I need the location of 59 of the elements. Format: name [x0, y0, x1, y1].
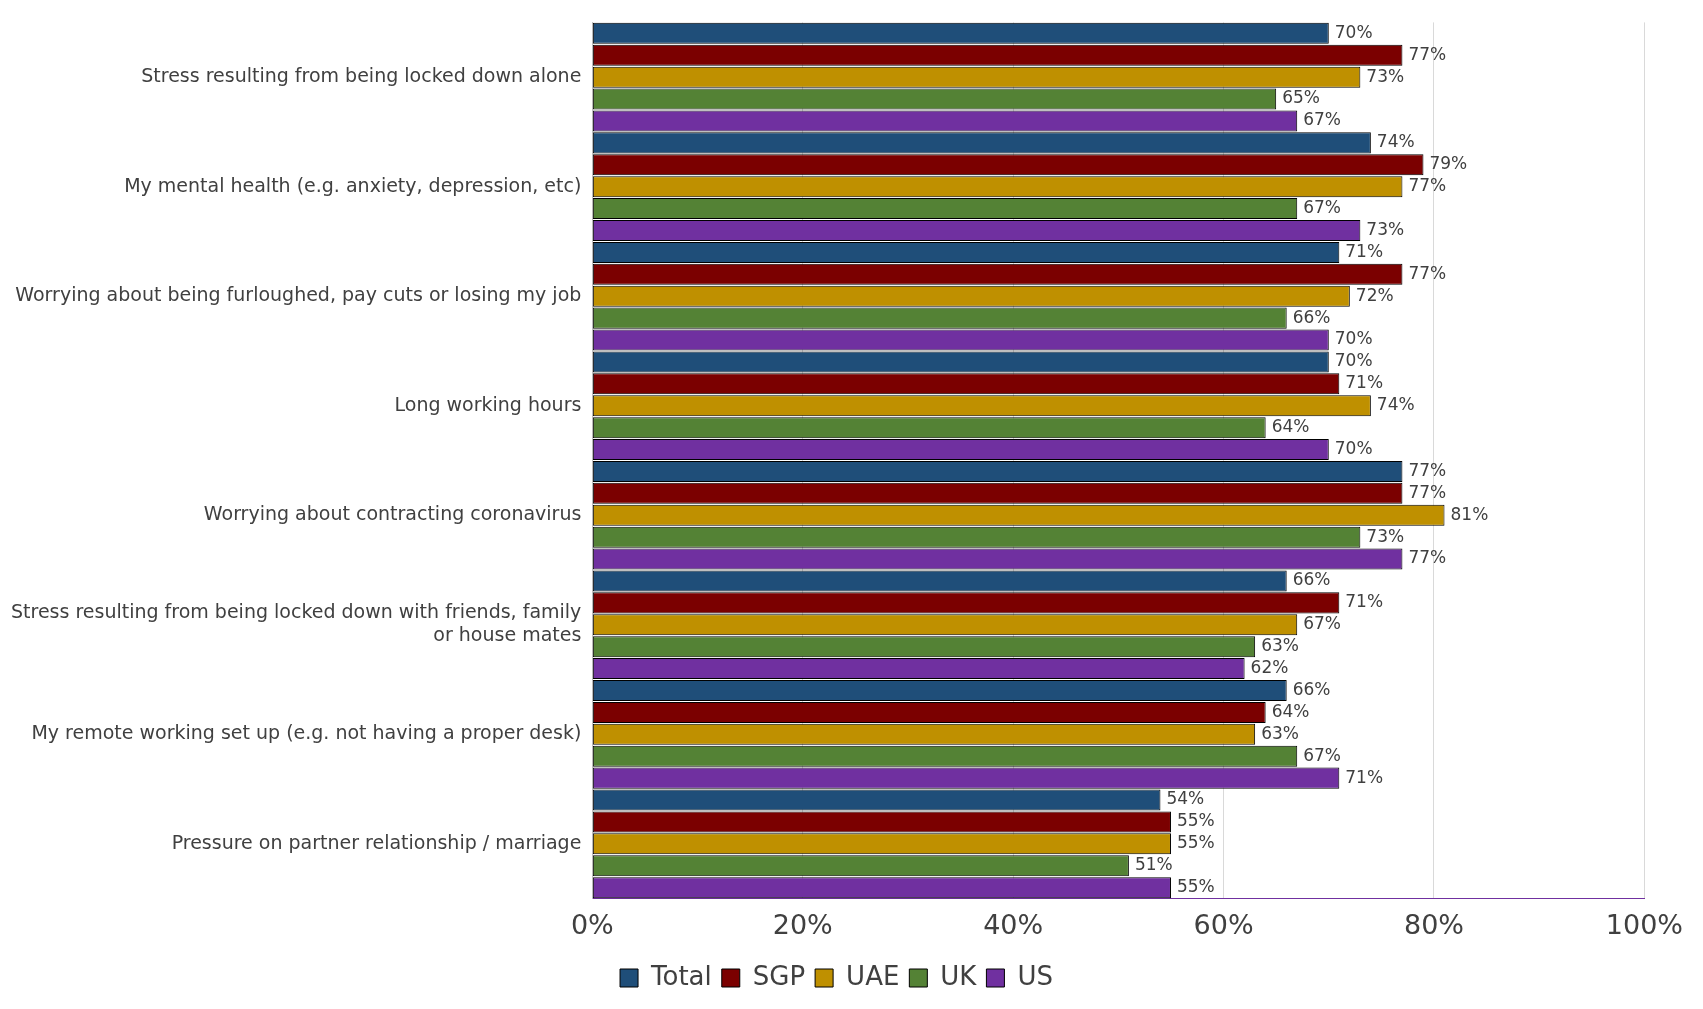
legend-label: SGP [752, 960, 806, 991]
data-label: 77% [1408, 481, 1447, 502]
data-label: 73% [1366, 65, 1405, 86]
data-label: 77% [1408, 43, 1447, 64]
legend-label: US [1017, 960, 1053, 991]
y-tick-label: Stress resulting from being locked down with friends, family or house mates [11, 600, 582, 646]
data-label: 71% [1345, 372, 1384, 393]
data-label: 71% [1345, 240, 1384, 261]
data-label: 67% [1303, 613, 1342, 634]
data-label: 70% [1334, 350, 1373, 371]
y-tick-label: Long working hours [394, 392, 582, 415]
data-label: 66% [1292, 678, 1331, 699]
data-label: 74% [1376, 131, 1415, 152]
data-label: 77% [1408, 547, 1447, 568]
x-tick-label: 80% [1403, 908, 1464, 940]
data-label: 73% [1366, 525, 1405, 546]
data-label: 70% [1334, 437, 1373, 458]
data-label: 72% [1355, 284, 1394, 305]
x-tick-label: 100% [1605, 908, 1684, 940]
data-label: 67% [1303, 744, 1342, 765]
y-tick-label: Pressure on partner relationship / marriage [171, 830, 582, 853]
data-label: 64% [1271, 700, 1310, 721]
data-label: 55% [1176, 810, 1215, 831]
data-label: 73% [1366, 218, 1405, 239]
data-label: 71% [1345, 766, 1384, 787]
data-label: 70% [1334, 21, 1373, 42]
data-label: 67% [1303, 197, 1342, 218]
y-tick-label: Worrying about contracting coronavirus [203, 502, 582, 525]
data-label: 74% [1376, 394, 1415, 415]
data-label: 64% [1271, 416, 1310, 437]
data-label: 66% [1292, 569, 1331, 590]
y-tick-label: My mental health (e.g. anxiety, depression, etc) [124, 173, 582, 196]
data-label: 79% [1429, 153, 1468, 174]
data-label: 63% [1261, 635, 1299, 656]
data-label: 54% [1166, 788, 1205, 809]
data-label: 67% [1303, 109, 1342, 130]
data-label: 77% [1408, 459, 1447, 480]
data-label: 55% [1176, 876, 1215, 897]
data-label: 81% [1450, 503, 1489, 524]
data-label: 51% [1134, 854, 1173, 875]
legend-label: Total [650, 960, 712, 991]
y-tick-label: My remote working set up (e.g. not having a proper desk) [31, 721, 582, 744]
legend-label: UAE [846, 960, 900, 991]
y-tick-label: Stress resulting from being locked down alone [141, 64, 582, 87]
data-label: 77% [1408, 175, 1447, 196]
data-label: 63% [1261, 722, 1299, 743]
data-label: 65% [1282, 87, 1320, 108]
x-tick-label: 20% [772, 908, 833, 940]
legend-label: UK [940, 960, 978, 991]
x-tick-label: 60% [1193, 908, 1254, 940]
data-label: 55% [1176, 832, 1215, 853]
data-label: 62% [1250, 657, 1289, 678]
x-tick-label: 40% [983, 908, 1044, 940]
data-label: 71% [1345, 591, 1384, 612]
x-tick-label: 0% [570, 908, 614, 940]
data-label: 66% [1292, 306, 1331, 327]
data-label: 77% [1408, 262, 1447, 283]
data-label: 70% [1334, 328, 1373, 349]
y-tick-label: Worrying about being furloughed, pay cuts or losing my job [15, 283, 582, 306]
